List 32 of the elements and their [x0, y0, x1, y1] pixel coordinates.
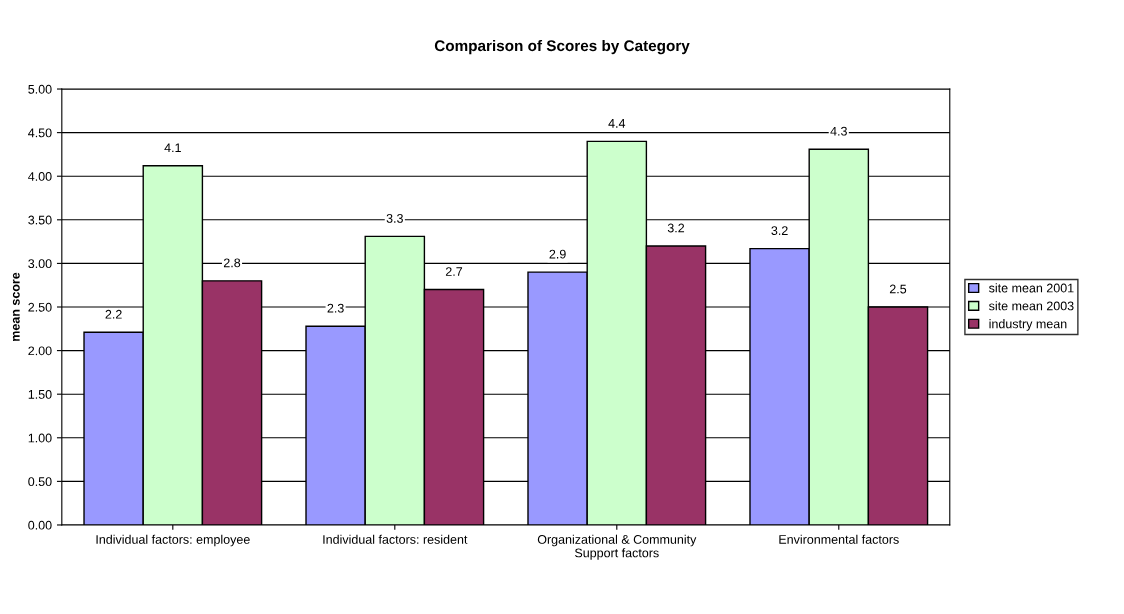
- data-label: 4.4: [608, 119, 626, 128]
- y-tick-label: 4.00: [28, 172, 52, 181]
- legend-label: site mean 2003: [989, 301, 1074, 311]
- data-label: 3.2: [667, 223, 685, 233]
- y-axis-title: mean score: [12, 272, 20, 341]
- y-tick-label: 4.50: [28, 128, 52, 138]
- data-label: 2.3: [327, 303, 344, 313]
- x-tick-label: Environmental factors: [779, 534, 899, 544]
- y-tick-label: 5.00: [28, 84, 52, 94]
- data-label: 3.3: [386, 213, 403, 223]
- data-label: 2.2: [105, 309, 122, 319]
- y-tick-label: 0.00: [28, 520, 52, 530]
- data-label: 2.8: [223, 258, 241, 268]
- data-label: 2.7: [445, 267, 463, 276]
- y-tick-label: 1.50: [28, 389, 52, 399]
- y-tick-label: 2.50: [28, 302, 52, 312]
- y-tick-label: 1.00: [28, 433, 52, 443]
- y-tick-label: 0.50: [28, 477, 52, 487]
- legend-label: industry mean: [989, 319, 1067, 331]
- y-tick-label: 3.00: [28, 259, 52, 269]
- x-tick-label: Organizational & Community Support factors: [537, 534, 697, 560]
- data-label: 4.3: [830, 126, 847, 136]
- data-label: 2.5: [889, 284, 907, 294]
- y-tick-label: 3.50: [28, 215, 52, 225]
- data-label: 2.9: [549, 249, 566, 259]
- legend-label: site mean 2001: [989, 283, 1074, 293]
- data-label: 4.1: [164, 143, 181, 153]
- x-tick-label: Individual factors: employee: [96, 534, 250, 547]
- y-tick-label: 2.00: [28, 346, 52, 356]
- data-label: 3.2: [771, 226, 788, 235]
- chart-title: Comparison of Scores by Category: [434, 39, 690, 55]
- x-tick-label: Individual factors: resident: [323, 534, 468, 544]
